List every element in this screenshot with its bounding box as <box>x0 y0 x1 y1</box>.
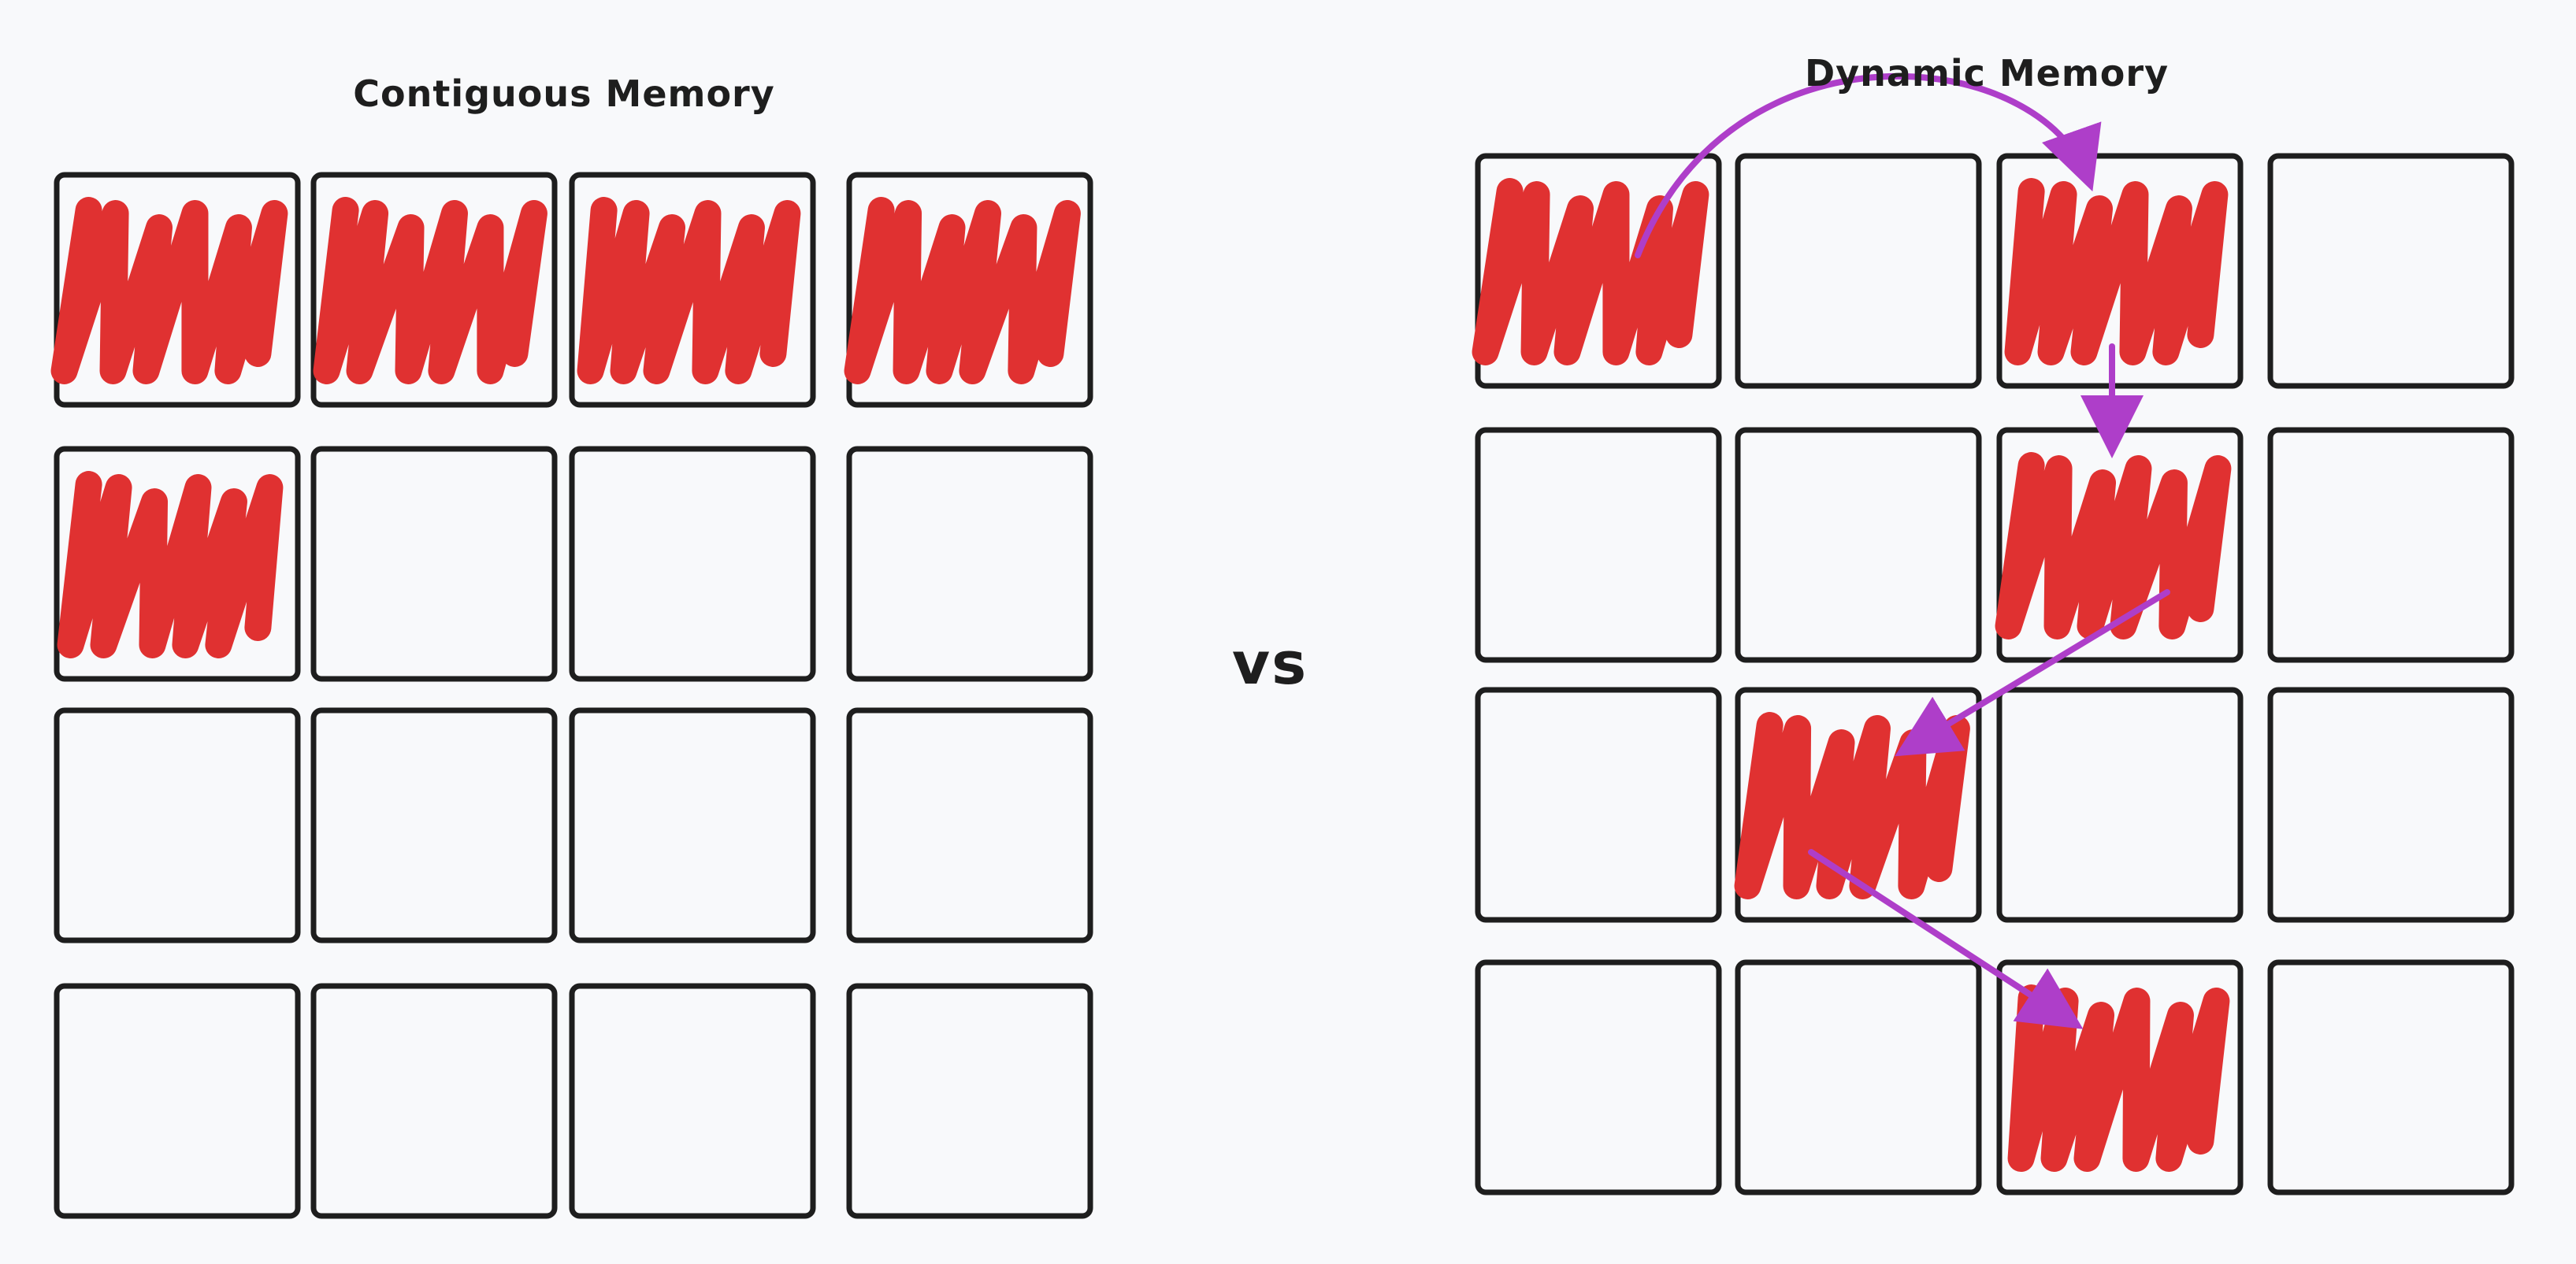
dynamic-cell-border <box>1475 959 1722 1195</box>
contiguous-cell-r1-c3 <box>569 172 816 408</box>
contiguous-cell-border <box>569 172 816 408</box>
dynamic-filled-scribble <box>1472 178 1709 365</box>
vs-label: vs <box>1231 630 1308 698</box>
contiguous-cell-r4-c3 <box>569 983 816 1219</box>
contiguous-cell-r2-c4 <box>846 446 1093 682</box>
dynamic-cell-border <box>1735 153 1982 389</box>
dynamic-cell-r3-c3 <box>1996 687 2244 923</box>
dynamic-memory-grid <box>1472 153 2515 1195</box>
dynamic-cell-border <box>1996 687 2244 923</box>
contiguous-cell-border <box>310 707 558 943</box>
contiguous-filled-scribble <box>577 197 801 384</box>
dynamic-cell-border <box>1735 959 1982 1195</box>
contiguous-cell-r4-c4 <box>846 983 1093 1219</box>
dynamic-cell-border <box>2267 959 2515 1195</box>
contiguous-cell-border <box>569 707 816 943</box>
dynamic-filled-scribble <box>1995 452 2232 639</box>
contiguous-memory-title: Contiguous Memory <box>353 72 775 115</box>
dynamic-cell-r2-c1 <box>1475 427 1722 663</box>
contiguous-cell-border <box>846 983 1093 1219</box>
contiguous-cell-border <box>54 983 301 1219</box>
pointer-links <box>1635 73 2170 1029</box>
contiguous-cell-border <box>54 707 301 943</box>
contiguous-cell-border <box>310 172 558 408</box>
contiguous-cell-r3-c3 <box>569 707 816 943</box>
contiguous-cell-r2-c2 <box>310 446 558 682</box>
dynamic-cell-r4-c4 <box>2267 959 2515 1195</box>
contiguous-cell-border <box>54 172 301 408</box>
contiguous-cell-r1-c1 <box>50 172 301 408</box>
dynamic-cell-r4-c1 <box>1475 959 1722 1195</box>
dynamic-filled-scribble <box>1734 712 1970 899</box>
dynamic-cell-r1-c1 <box>1472 153 1722 389</box>
contiguous-cell-r3-c1 <box>54 707 301 943</box>
contiguous-memory-grid <box>50 172 1093 1219</box>
contiguous-filled-scribble <box>50 197 288 384</box>
dynamic-cell-r4-c2 <box>1735 959 1982 1195</box>
contiguous-cell-border <box>569 446 816 682</box>
contiguous-cell-r2-c3 <box>569 446 816 682</box>
contiguous-cell-border <box>846 707 1093 943</box>
contiguous-cell-r2-c1 <box>54 446 301 682</box>
dynamic-cell-r2-c2 <box>1735 427 1982 663</box>
pointer-arrow-4 <box>1808 849 2084 1029</box>
contiguous-cell-r3-c4 <box>846 707 1093 943</box>
dynamic-cell-r2-c3 <box>1995 427 2244 663</box>
dynamic-cell-border <box>1735 687 1982 923</box>
dynamic-cell-r1-c4 <box>2267 153 2515 389</box>
contiguous-cell-r4-c1 <box>54 983 301 1219</box>
dynamic-cell-r3-c2 <box>1734 687 1982 923</box>
dynamic-filled-scribble <box>2007 984 2230 1172</box>
contiguous-cell-r1-c4 <box>844 172 1093 408</box>
dynamic-cell-border <box>1996 959 2244 1195</box>
dynamic-cell-border <box>1735 427 1982 663</box>
dynamic-cell-border <box>1475 687 1722 923</box>
pointer-arrow-3 <box>1895 589 2170 757</box>
contiguous-cell-r3-c2 <box>310 707 558 943</box>
contiguous-cell-border <box>846 172 1093 408</box>
dynamic-cell-border <box>2267 427 2515 663</box>
contiguous-cell-border <box>569 983 816 1219</box>
dynamic-filled-scribble <box>2004 178 2229 365</box>
dynamic-cell-border <box>1996 153 2244 389</box>
contiguous-filled-scribble <box>57 471 284 658</box>
contiguous-filled-scribble <box>844 197 1081 384</box>
contiguous-cell-r1-c2 <box>310 172 558 408</box>
contiguous-cell-border <box>310 446 558 682</box>
dynamic-cell-r2-c4 <box>2267 427 2515 663</box>
dynamic-cell-border <box>1475 153 1722 389</box>
dynamic-cell-r3-c1 <box>1475 687 1722 923</box>
contiguous-cell-border <box>310 983 558 1219</box>
contiguous-cell-r4-c2 <box>310 983 558 1219</box>
dynamic-cell-r1-c2 <box>1735 153 1982 389</box>
contiguous-cell-border <box>54 446 301 682</box>
dynamic-cell-r1-c3 <box>1996 153 2244 389</box>
dynamic-cell-r3-c4 <box>2267 687 2515 923</box>
pointer-arrow-1 <box>1635 73 2102 258</box>
dynamic-cell-border <box>2267 687 2515 923</box>
contiguous-cell-border <box>846 446 1093 682</box>
contiguous-filled-scribble <box>313 197 547 384</box>
dynamic-cell-border <box>2267 153 2515 389</box>
dynamic-cell-border <box>1475 427 1722 663</box>
dynamic-memory-title: Dynamic Memory <box>1804 52 2170 95</box>
